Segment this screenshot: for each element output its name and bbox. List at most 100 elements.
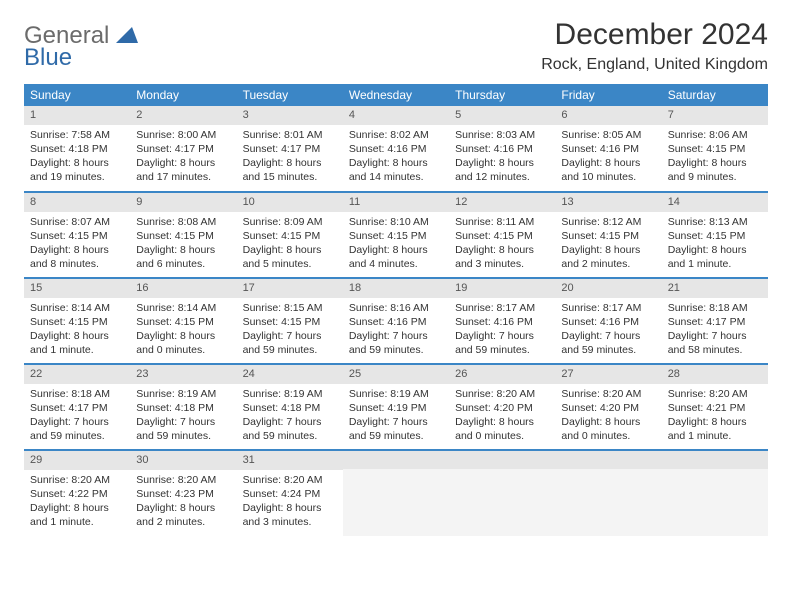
sunset-text: Sunset: 4:17 PM — [668, 315, 762, 329]
day-number-empty — [555, 451, 661, 469]
day-number: 6 — [555, 106, 661, 125]
sunset-text: Sunset: 4:16 PM — [455, 142, 549, 156]
sunrise-text: Sunrise: 8:16 AM — [349, 301, 443, 315]
sunrise-text: Sunrise: 8:20 AM — [30, 473, 124, 487]
day-body: Sunrise: 8:17 AMSunset: 4:16 PMDaylight:… — [555, 298, 661, 362]
sunrise-text: Sunrise: 8:15 AM — [243, 301, 337, 315]
day-body: Sunrise: 8:20 AMSunset: 4:21 PMDaylight:… — [662, 384, 768, 448]
day-number-empty — [449, 451, 555, 469]
sunset-text: Sunset: 4:15 PM — [136, 229, 230, 243]
logo-sail-icon — [116, 27, 138, 43]
daylight-text: Daylight: 8 hours and 1 minute. — [30, 329, 124, 357]
day-number: 13 — [555, 193, 661, 212]
calendar-page: General Blue December 2024 Rock, England… — [0, 0, 792, 554]
sunset-text: Sunset: 4:15 PM — [30, 315, 124, 329]
daylight-text: Daylight: 7 hours and 59 minutes. — [349, 329, 443, 357]
day-body: Sunrise: 8:09 AMSunset: 4:15 PMDaylight:… — [237, 212, 343, 276]
calendar-day-cell: 27Sunrise: 8:20 AMSunset: 4:20 PMDayligh… — [555, 364, 661, 450]
calendar-week-row: 1Sunrise: 7:58 AMSunset: 4:18 PMDaylight… — [24, 106, 768, 192]
calendar-day-cell — [555, 450, 661, 536]
day-body: Sunrise: 8:20 AMSunset: 4:22 PMDaylight:… — [24, 470, 130, 534]
sunrise-text: Sunrise: 8:05 AM — [561, 128, 655, 142]
weekday-header: Wednesday — [343, 84, 449, 106]
calendar-day-cell: 28Sunrise: 8:20 AMSunset: 4:21 PMDayligh… — [662, 364, 768, 450]
calendar-day-cell: 26Sunrise: 8:20 AMSunset: 4:20 PMDayligh… — [449, 364, 555, 450]
sunset-text: Sunset: 4:18 PM — [30, 142, 124, 156]
daylight-text: Daylight: 7 hours and 59 minutes. — [243, 415, 337, 443]
sunset-text: Sunset: 4:22 PM — [30, 487, 124, 501]
daylight-text: Daylight: 8 hours and 19 minutes. — [30, 156, 124, 184]
calendar-day-cell: 21Sunrise: 8:18 AMSunset: 4:17 PMDayligh… — [662, 278, 768, 364]
day-number: 22 — [24, 365, 130, 384]
day-body: Sunrise: 7:58 AMSunset: 4:18 PMDaylight:… — [24, 125, 130, 189]
day-body: Sunrise: 8:20 AMSunset: 4:24 PMDaylight:… — [237, 470, 343, 534]
sunrise-text: Sunrise: 8:02 AM — [349, 128, 443, 142]
weekday-header: Saturday — [662, 84, 768, 106]
day-number: 21 — [662, 279, 768, 298]
sunset-text: Sunset: 4:16 PM — [561, 315, 655, 329]
calendar-day-cell: 8Sunrise: 8:07 AMSunset: 4:15 PMDaylight… — [24, 192, 130, 278]
sunrise-text: Sunrise: 8:01 AM — [243, 128, 337, 142]
sunrise-text: Sunrise: 8:17 AM — [455, 301, 549, 315]
day-body: Sunrise: 8:19 AMSunset: 4:18 PMDaylight:… — [237, 384, 343, 448]
sunrise-text: Sunrise: 8:20 AM — [668, 387, 762, 401]
calendar-day-cell: 9Sunrise: 8:08 AMSunset: 4:15 PMDaylight… — [130, 192, 236, 278]
sunset-text: Sunset: 4:19 PM — [349, 401, 443, 415]
weekday-header: Thursday — [449, 84, 555, 106]
sunset-text: Sunset: 4:20 PM — [455, 401, 549, 415]
day-number: 7 — [662, 106, 768, 125]
calendar-day-cell: 17Sunrise: 8:15 AMSunset: 4:15 PMDayligh… — [237, 278, 343, 364]
calendar-day-cell: 18Sunrise: 8:16 AMSunset: 4:16 PMDayligh… — [343, 278, 449, 364]
calendar-week-row: 22Sunrise: 8:18 AMSunset: 4:17 PMDayligh… — [24, 364, 768, 450]
calendar-week-row: 8Sunrise: 8:07 AMSunset: 4:15 PMDaylight… — [24, 192, 768, 278]
sunset-text: Sunset: 4:15 PM — [136, 315, 230, 329]
day-number: 2 — [130, 106, 236, 125]
daylight-text: Daylight: 8 hours and 1 minute. — [668, 243, 762, 271]
sunrise-text: Sunrise: 8:13 AM — [668, 215, 762, 229]
daylight-text: Daylight: 8 hours and 2 minutes. — [136, 501, 230, 529]
day-body: Sunrise: 8:00 AMSunset: 4:17 PMDaylight:… — [130, 125, 236, 189]
day-number: 23 — [130, 365, 236, 384]
day-body: Sunrise: 8:05 AMSunset: 4:16 PMDaylight:… — [555, 125, 661, 189]
sunset-text: Sunset: 4:15 PM — [668, 142, 762, 156]
day-number: 9 — [130, 193, 236, 212]
sunset-text: Sunset: 4:15 PM — [30, 229, 124, 243]
daylight-text: Daylight: 8 hours and 10 minutes. — [561, 156, 655, 184]
calendar-day-cell — [662, 450, 768, 536]
day-body: Sunrise: 8:17 AMSunset: 4:16 PMDaylight:… — [449, 298, 555, 362]
calendar-week-row: 15Sunrise: 8:14 AMSunset: 4:15 PMDayligh… — [24, 278, 768, 364]
daylight-text: Daylight: 8 hours and 12 minutes. — [455, 156, 549, 184]
sunrise-text: Sunrise: 8:18 AM — [30, 387, 124, 401]
calendar-day-cell: 10Sunrise: 8:09 AMSunset: 4:15 PMDayligh… — [237, 192, 343, 278]
weekday-header-row: Sunday Monday Tuesday Wednesday Thursday… — [24, 84, 768, 106]
weekday-header: Friday — [555, 84, 661, 106]
header: General Blue December 2024 Rock, England… — [24, 18, 768, 74]
sunrise-text: Sunrise: 8:20 AM — [243, 473, 337, 487]
day-body: Sunrise: 8:12 AMSunset: 4:15 PMDaylight:… — [555, 212, 661, 276]
daylight-text: Daylight: 8 hours and 1 minute. — [668, 415, 762, 443]
calendar-day-cell: 25Sunrise: 8:19 AMSunset: 4:19 PMDayligh… — [343, 364, 449, 450]
calendar-day-cell: 6Sunrise: 8:05 AMSunset: 4:16 PMDaylight… — [555, 106, 661, 192]
day-number: 20 — [555, 279, 661, 298]
calendar-table: Sunday Monday Tuesday Wednesday Thursday… — [24, 84, 768, 536]
calendar-day-cell — [343, 450, 449, 536]
day-number: 10 — [237, 193, 343, 212]
calendar-day-cell — [449, 450, 555, 536]
day-number: 17 — [237, 279, 343, 298]
day-number-empty — [343, 451, 449, 469]
day-number: 27 — [555, 365, 661, 384]
weekday-header: Tuesday — [237, 84, 343, 106]
day-body: Sunrise: 8:18 AMSunset: 4:17 PMDaylight:… — [24, 384, 130, 448]
calendar-day-cell: 23Sunrise: 8:19 AMSunset: 4:18 PMDayligh… — [130, 364, 236, 450]
calendar-day-cell: 7Sunrise: 8:06 AMSunset: 4:15 PMDaylight… — [662, 106, 768, 192]
weekday-header: Monday — [130, 84, 236, 106]
calendar-day-cell: 19Sunrise: 8:17 AMSunset: 4:16 PMDayligh… — [449, 278, 555, 364]
daylight-text: Daylight: 8 hours and 5 minutes. — [243, 243, 337, 271]
calendar-day-cell: 4Sunrise: 8:02 AMSunset: 4:16 PMDaylight… — [343, 106, 449, 192]
sunrise-text: Sunrise: 8:19 AM — [349, 387, 443, 401]
day-body: Sunrise: 8:03 AMSunset: 4:16 PMDaylight:… — [449, 125, 555, 189]
calendar-day-cell: 13Sunrise: 8:12 AMSunset: 4:15 PMDayligh… — [555, 192, 661, 278]
calendar-week-row: 29Sunrise: 8:20 AMSunset: 4:22 PMDayligh… — [24, 450, 768, 536]
sunrise-text: Sunrise: 8:11 AM — [455, 215, 549, 229]
day-number: 29 — [24, 451, 130, 470]
